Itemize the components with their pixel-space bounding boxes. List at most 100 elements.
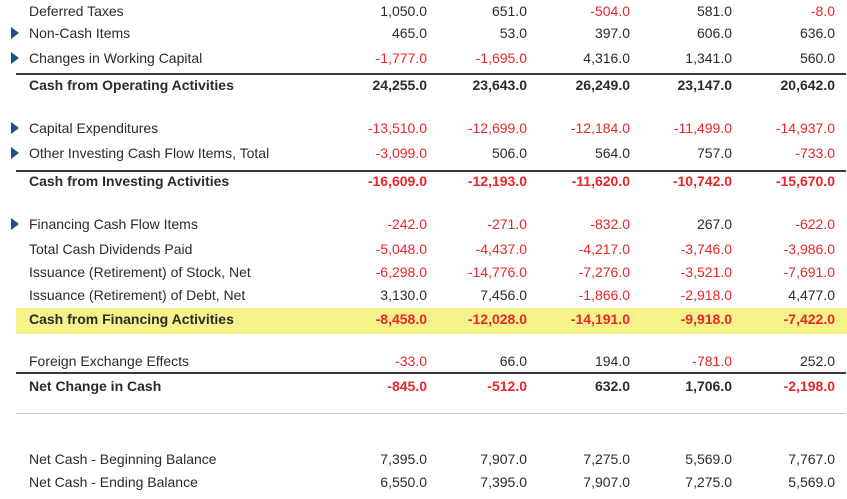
row-label: Non-Cash Items xyxy=(29,25,131,41)
value-cell: 7,395.0 xyxy=(380,451,427,467)
value-cell: 194.0 xyxy=(594,353,630,369)
value-cell: 5,569.0 xyxy=(685,451,732,467)
expand-arrow-icon[interactable] xyxy=(11,122,19,134)
value-cell: -4,217.0 xyxy=(578,241,630,257)
table-row[interactable]: Other Investing Cash Flow Items, Total -3… xyxy=(0,142,847,164)
table-row[interactable]: Changes in Working Capital -1,777.0 -1,695… xyxy=(0,47,847,69)
value-cell: 7,275.0 xyxy=(583,451,630,467)
value-cell: 1,341.0 xyxy=(685,50,732,66)
value-cell: -4,437.0 xyxy=(475,241,527,257)
table-row: Issuance (Retirement) of Debt, Net 3,130.… xyxy=(0,284,847,306)
value-cell: -11,620.0 xyxy=(571,173,630,189)
table-row: Deferred Taxes 1,050.0 651.0 -504.0 581.0 -8.… xyxy=(0,0,847,22)
table-row[interactable]: Financing Cash Flow Items -242.0 -271.0 -83… xyxy=(0,213,847,235)
value-cell: 7,275.0 xyxy=(685,474,732,490)
row-label: Financing Cash Flow Items xyxy=(29,216,198,232)
value-cell: -3,986.0 xyxy=(783,241,835,257)
row-label: Net Change in Cash xyxy=(29,378,162,394)
value-cell: -3,521.0 xyxy=(680,264,732,280)
table-row: Issuance (Retirement) of Stock, Net -6,29… xyxy=(0,261,847,283)
table-row: Foreign Exchange Effects -33.0 66.0 194.0 -7… xyxy=(0,350,847,372)
value-cell: 23,643.0 xyxy=(472,77,528,93)
value-cell: 20,642.0 xyxy=(780,77,836,93)
row-label: Capital Expenditures xyxy=(29,120,159,136)
value-cell: 252.0 xyxy=(799,353,835,369)
value-cell: 267.0 xyxy=(696,216,732,232)
value-cell: -1,695.0 xyxy=(475,50,527,66)
table-row: Net Change in Cash -845.0 -512.0 632.0 1,706… xyxy=(0,375,847,397)
table-row: Net Cash - Ending Balance 6,550.0 7,395.0 7… xyxy=(0,471,847,493)
value-cell: -2,198.0 xyxy=(783,378,835,394)
expand-arrow-icon[interactable] xyxy=(11,218,19,230)
value-cell: -832.0 xyxy=(590,216,630,232)
row-label: Cash from Operating Activities xyxy=(29,77,234,93)
divider xyxy=(16,170,846,172)
value-cell: -504.0 xyxy=(590,3,630,19)
value-cell: -7,276.0 xyxy=(578,264,630,280)
value-cell: 581.0 xyxy=(696,3,732,19)
value-cell: 5,569.0 xyxy=(788,474,835,490)
value-cell: 7,907.0 xyxy=(480,451,527,467)
value-cell: 465.0 xyxy=(391,25,427,41)
value-cell: -1,777.0 xyxy=(375,50,427,66)
value-cell: -6,298.0 xyxy=(375,264,427,280)
divider xyxy=(16,73,846,75)
value-cell: 1,050.0 xyxy=(380,3,427,19)
value-cell: -3,746.0 xyxy=(680,241,732,257)
value-cell: -3,099.0 xyxy=(375,145,427,161)
value-cell: 23,147.0 xyxy=(677,77,733,93)
row-label: Net Cash - Beginning Balance xyxy=(29,451,217,467)
value-cell: -14,776.0 xyxy=(467,264,527,280)
value-cell: -33.0 xyxy=(395,353,427,369)
value-cell: 7,456.0 xyxy=(480,287,527,303)
value-cell: -12,699.0 xyxy=(467,120,527,136)
value-cell: -10,742.0 xyxy=(672,173,732,189)
value-cell: -11,499.0 xyxy=(673,120,732,136)
divider xyxy=(16,372,846,374)
row-label: Foreign Exchange Effects xyxy=(29,353,190,369)
value-cell: -7,691.0 xyxy=(783,264,835,280)
value-cell: 632.0 xyxy=(594,378,630,394)
value-cell: -242.0 xyxy=(387,216,427,232)
row-label: Changes in Working Capital xyxy=(29,50,203,66)
value-cell: -12,028.0 xyxy=(467,311,527,327)
value-cell: 1,706.0 xyxy=(685,378,732,394)
row-label: Cash from Investing Activities xyxy=(29,173,230,189)
row-label: Cash from Financing Activities xyxy=(29,311,234,327)
expand-arrow-icon[interactable] xyxy=(11,52,19,64)
value-cell: -5,048.0 xyxy=(375,241,427,257)
value-cell: 757.0 xyxy=(696,145,732,161)
value-cell: -1,866.0 xyxy=(578,287,630,303)
table-row: Total Cash Dividends Paid -5,048.0 -4,437.… xyxy=(0,238,847,260)
value-cell: 3,130.0 xyxy=(380,287,427,303)
value-cell: 7,767.0 xyxy=(788,451,835,467)
expand-arrow-icon[interactable] xyxy=(11,27,19,39)
value-cell: 26,249.0 xyxy=(575,77,631,93)
value-cell: 24,255.0 xyxy=(372,77,428,93)
value-cell: 7,395.0 xyxy=(480,474,527,490)
row-label: Net Cash - Ending Balance xyxy=(29,474,198,490)
divider xyxy=(16,413,846,414)
value-cell: -622.0 xyxy=(795,216,835,232)
table-row: Cash from Operating Activities 24,255.0 23… xyxy=(0,74,847,96)
table-row[interactable]: Capital Expenditures -13,510.0 -12,699.0 -1… xyxy=(0,117,847,139)
value-cell: 53.0 xyxy=(499,25,527,41)
value-cell: 7,907.0 xyxy=(583,474,630,490)
table-row: Cash from Investing Activities -16,609.0 -… xyxy=(0,170,847,192)
value-cell: 636.0 xyxy=(799,25,835,41)
expand-arrow-icon[interactable] xyxy=(11,147,19,159)
value-cell: -9,918.0 xyxy=(680,311,732,327)
value-cell: -15,670.0 xyxy=(775,173,835,189)
value-cell: 6,550.0 xyxy=(380,474,427,490)
value-cell: -7,422.0 xyxy=(783,311,835,327)
value-cell: 606.0 xyxy=(696,25,732,41)
value-cell: 506.0 xyxy=(491,145,527,161)
value-cell: 397.0 xyxy=(594,25,630,41)
row-label: Total Cash Dividends Paid xyxy=(29,241,193,257)
row-highlight xyxy=(16,308,847,334)
row-label: Other Investing Cash Flow Items, Total xyxy=(29,145,270,161)
row-label: Issuance (Retirement) of Debt, Net xyxy=(29,287,246,303)
value-cell: 560.0 xyxy=(799,50,835,66)
table-row[interactable]: Non-Cash Items 465.0 53.0 397.0 606.0 636.0 xyxy=(0,22,847,44)
row-label: Deferred Taxes xyxy=(29,3,124,19)
